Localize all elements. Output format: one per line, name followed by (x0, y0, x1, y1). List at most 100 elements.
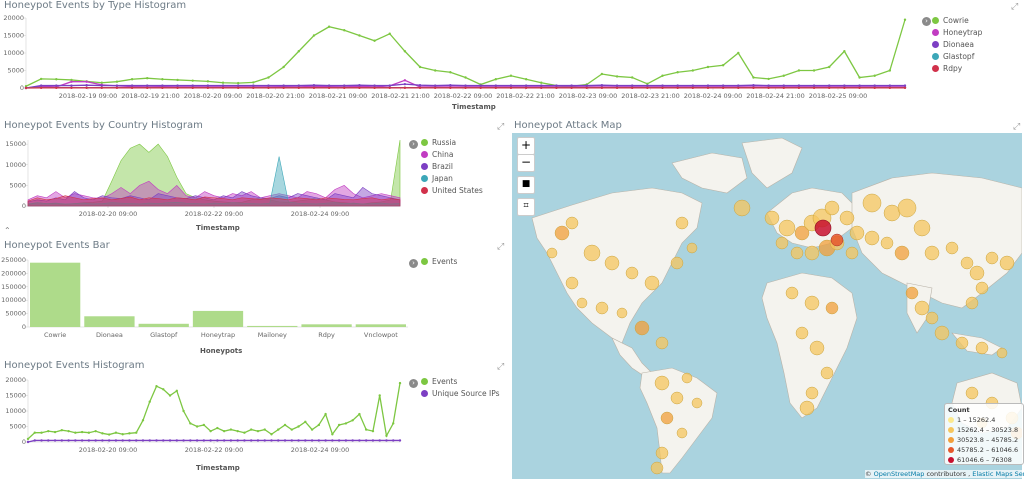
fullscreen-icon[interactable]: ■ (517, 176, 535, 194)
legend-item[interactable]: Honeytrap (932, 26, 982, 38)
data-point (206, 84, 210, 87)
attack-bubble (960, 256, 974, 270)
data-point (858, 86, 861, 90)
data-point (721, 64, 725, 67)
legend-dot (421, 162, 428, 170)
data-point (585, 86, 588, 90)
legend-item[interactable]: Rdpy (932, 62, 982, 74)
series-area-china (27, 180, 401, 207)
panel-title: Honeypot Events by Country Histogram (4, 120, 203, 131)
legend-item[interactable]: Dionaea (932, 38, 982, 50)
attack-bubble (845, 246, 859, 260)
legend-item[interactable]: United States (421, 184, 483, 196)
legend-item[interactable]: Brazil (421, 160, 483, 172)
legend-item[interactable]: Events (421, 375, 500, 387)
attack-bubble (809, 340, 825, 356)
data-point (161, 78, 164, 81)
legend-dot (421, 150, 428, 158)
legend-toggle-icon[interactable]: › (409, 379, 418, 388)
data-point (26, 440, 30, 444)
legend-toggle-icon[interactable]: › (409, 140, 418, 149)
zoom-in-button[interactable]: + (517, 137, 535, 155)
data-point (828, 84, 831, 87)
data-point (343, 86, 346, 90)
zoom-out-button[interactable]: − (517, 154, 535, 172)
data-point (304, 439, 307, 442)
data-point (39, 77, 43, 81)
country-legend: Russia China Brazil Japan United States (421, 136, 483, 196)
bar-rdpy (301, 324, 352, 327)
data-point (290, 428, 293, 431)
data-point (55, 86, 58, 90)
data-point (373, 39, 376, 42)
attack-map[interactable] (512, 133, 1022, 479)
data-point (176, 84, 179, 87)
data-point (524, 84, 528, 87)
legend-item[interactable]: Japan (421, 172, 483, 184)
data-point (115, 80, 119, 83)
panel-title: Honeypot Events by Type Histogram (4, 0, 187, 11)
data-point (337, 439, 341, 442)
y-tick-label: 5000 (7, 67, 24, 75)
expand-icon[interactable]: ⤢ (497, 242, 505, 252)
data-point (661, 86, 664, 90)
data-point (373, 84, 376, 87)
legend-item[interactable]: Events (421, 255, 457, 267)
data-point (282, 86, 285, 90)
attack-bubble (839, 210, 855, 226)
attack-bubble (660, 411, 674, 425)
legend-item[interactable]: Russia (421, 136, 483, 148)
collapse-icon[interactable]: ⌃ (4, 226, 11, 235)
data-point (176, 86, 179, 90)
attack-bubble (576, 297, 588, 309)
attack-bubble (790, 246, 804, 260)
data-point (344, 422, 348, 425)
data-point (888, 84, 892, 87)
data-point (209, 439, 212, 442)
x-tick-label: 2018-02-20 21:00 (246, 92, 305, 100)
x-tick-label: 2018-02-22 21:00 (496, 92, 555, 100)
x-axis-label: Timestamp (196, 224, 240, 232)
legend-item[interactable]: Glastopf (932, 50, 982, 62)
legend-toggle-icon[interactable]: › (409, 259, 418, 268)
data-point (449, 84, 452, 87)
legend-item[interactable]: Unique Source IPs (421, 387, 500, 399)
crop-icon[interactable]: ⌗ (517, 198, 535, 216)
data-point (70, 86, 73, 90)
x-tick-label: Honeytrap (201, 331, 235, 339)
data-point (371, 439, 375, 442)
data-point (67, 429, 70, 433)
expand-icon[interactable]: ⤢ (497, 122, 505, 132)
data-point (47, 439, 50, 442)
expand-icon[interactable]: ⤢ (1011, 2, 1019, 12)
legend-dot (932, 28, 939, 36)
panel-title: Honeypot Events Bar (4, 240, 110, 251)
bar-legend: Events (421, 255, 457, 267)
data-point (873, 86, 876, 90)
attack-bubble (965, 296, 979, 310)
legend-toggle-icon[interactable]: › (922, 17, 931, 26)
data-point (277, 439, 280, 442)
data-point (828, 86, 831, 90)
data-point (843, 86, 846, 90)
attack-bubble (824, 200, 840, 216)
x-tick-label: 2018-02-21 09:00 (309, 92, 368, 100)
expand-icon[interactable]: ⤢ (1013, 122, 1021, 132)
expand-icon[interactable]: ⤢ (497, 362, 505, 372)
map-legend-dot (948, 427, 954, 433)
data-point (87, 439, 91, 442)
data-point (121, 433, 124, 436)
osm-link[interactable]: OpenStreetMap (873, 470, 925, 478)
attack-bubble (775, 236, 789, 250)
data-point (812, 84, 816, 87)
ems-link[interactable]: Elastic Maps Service (972, 470, 1024, 478)
legend-item[interactable]: China (421, 148, 483, 160)
legend-label: Events (432, 376, 458, 386)
attack-map-panel: Honeypot Attack Map ⤢ (510, 120, 1024, 481)
legend-item[interactable]: Cowrie (932, 14, 982, 26)
data-point (148, 439, 151, 442)
data-point (55, 84, 58, 87)
legend-label: Honeytrap (943, 27, 983, 37)
attack-bubble (655, 336, 669, 350)
data-point (858, 76, 861, 79)
